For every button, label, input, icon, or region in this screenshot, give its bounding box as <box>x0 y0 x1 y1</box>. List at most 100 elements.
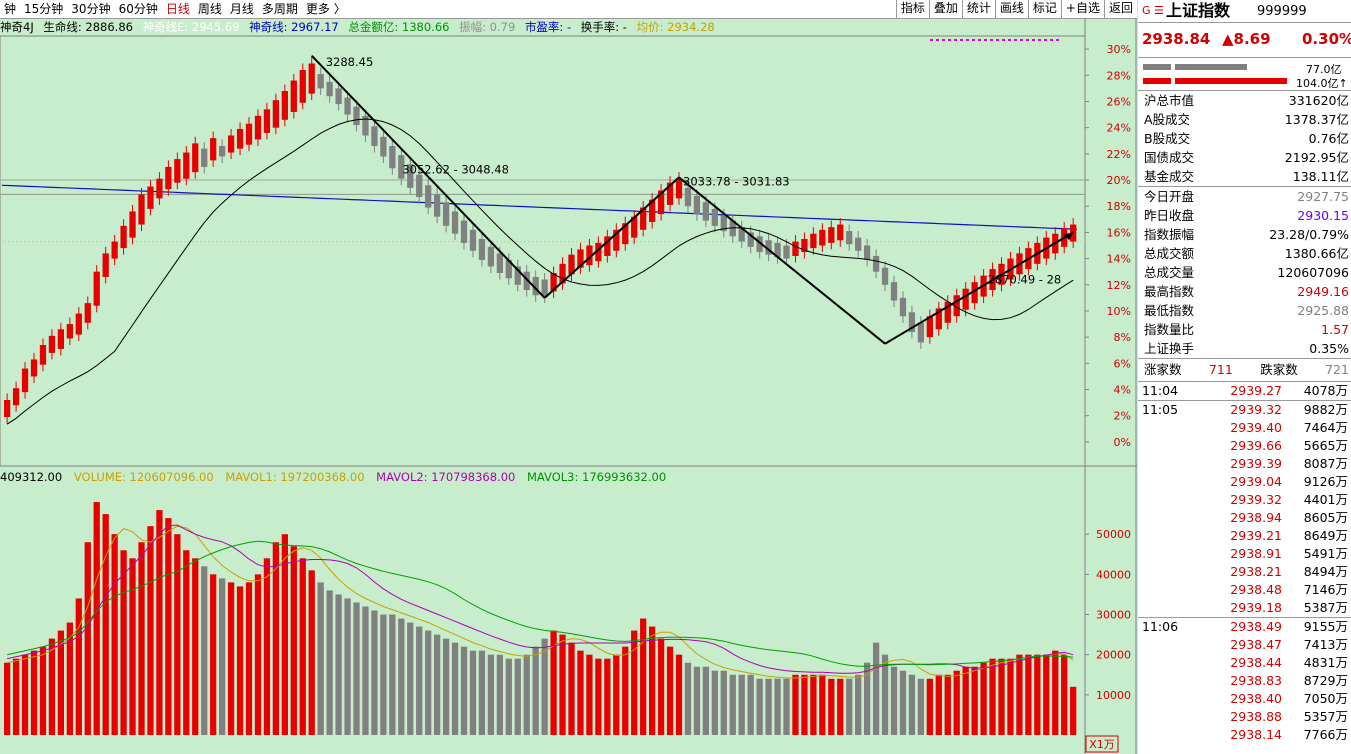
tick-row: 2938.21 8494万 <box>1138 563 1351 581</box>
indicator-name[interactable]: 神奇4J <box>0 20 34 34</box>
tick-volume: 9882万 <box>1303 402 1348 417</box>
stat-label: 总成交量 <box>1144 265 1195 280</box>
tick-volume: 7766万 <box>1303 727 1348 742</box>
candle <box>416 174 423 198</box>
candle <box>595 242 602 262</box>
volume-bar <box>335 594 342 735</box>
amplitude-value: 振幅: 0.79 <box>459 20 516 34</box>
tick-price: 2938.40 <box>1230 691 1282 706</box>
stat-value: 2949.16 <box>1297 284 1349 299</box>
period-tab[interactable]: 钟 <box>4 2 17 16</box>
volume-bar <box>631 630 638 735</box>
volume-bar <box>953 670 960 735</box>
tick-volume: 8729万 <box>1303 673 1348 688</box>
period-tab[interactable]: 月线 <box>229 2 254 16</box>
tool-button[interactable]: 叠加 <box>928 0 962 18</box>
tick-time <box>1138 636 1212 654</box>
price-axis-label: 12% <box>1107 279 1131 292</box>
volume-bar <box>210 574 217 735</box>
stat-label: 沪总市值 <box>1144 93 1195 108</box>
tick-time <box>1138 672 1212 690</box>
period-tab[interactable]: 更多 〉 <box>305 2 346 16</box>
volume-bar <box>380 614 387 735</box>
candle <box>675 178 683 199</box>
tick-time <box>1138 419 1212 437</box>
candle <box>272 100 280 128</box>
volume-bar <box>702 666 710 735</box>
stat-row: 上证换手 0.35% <box>1138 339 1351 358</box>
candle <box>702 202 710 221</box>
tick-time <box>1138 509 1212 527</box>
tick-row: 2939.32 4401万 <box>1138 491 1351 509</box>
tick-row: 2939.66 5665万 <box>1138 437 1351 455</box>
volume-left-value: 409312.00 <box>0 470 63 484</box>
tool-button[interactable]: 画线 <box>994 0 1028 18</box>
tick-list[interactable]: 11:04 2939.27 4078万 11:05 2939.32 9882万 2939.4… <box>1138 382 1351 744</box>
tick-volume: 9155万 <box>1303 619 1348 634</box>
period-tab[interactable]: 周线 <box>197 2 222 16</box>
tool-button[interactable]: 返回 <box>1103 0 1137 18</box>
price-axis-label: 30% <box>1107 43 1131 56</box>
price-pane <box>0 35 1086 467</box>
volume-bar <box>1052 650 1059 735</box>
tool-button[interactable]: 标记 <box>1027 0 1061 18</box>
volume-bar <box>657 638 665 735</box>
candle <box>398 155 405 179</box>
candle <box>881 267 889 285</box>
period-tab[interactable]: 60分钟 <box>118 2 158 16</box>
candle <box>935 308 942 330</box>
period-tab[interactable]: 日线 <box>165 2 190 16</box>
volume-bar <box>523 654 530 735</box>
kline-chart[interactable]: 30% 28% 26% 24% 22% 20% 18% 16% 14% 12% 10% 8% 6% 4% 2… <box>0 0 1137 754</box>
candle <box>156 178 163 199</box>
candle <box>389 145 396 169</box>
candle <box>183 152 190 179</box>
volume-bar <box>792 674 799 735</box>
period-toolbar: 钟 15分钟 30分钟 60分钟 日线 周线 月线 多周期 更多 〉 指标 叠加 统计 画线 标记 +自选… <box>0 0 1137 19</box>
tool-button[interactable]: 统计 <box>961 0 995 18</box>
ma-line <box>6 118 1074 425</box>
tick-time <box>1138 455 1212 473</box>
candle <box>792 241 799 256</box>
period-tab[interactable]: 多周期 <box>261 2 298 16</box>
tick-row: 2939.21 8649万 <box>1138 527 1351 545</box>
candle <box>953 295 960 317</box>
stat-label: 总成交额 <box>1144 246 1195 261</box>
tick-volume: 8605万 <box>1303 510 1348 525</box>
period-tab[interactable]: 15分钟 <box>24 2 64 16</box>
volume-bar <box>514 658 521 735</box>
total-amount-value: 总金额亿: 1380.66 <box>348 20 450 34</box>
tick-time <box>1138 473 1212 491</box>
volume-bar <box>165 518 172 735</box>
avg-price-value: 均价: 2934.28 <box>636 20 715 34</box>
tick-volume: 5387万 <box>1303 600 1348 615</box>
price-annotation: 3288.45 <box>326 55 374 69</box>
tick-row: 2938.48 7146万 <box>1138 581 1351 599</box>
volume-bar <box>774 678 781 735</box>
candle <box>586 245 593 266</box>
menu-icon[interactable]: G ☰ <box>1142 4 1164 17</box>
volume-bar <box>532 646 539 735</box>
candle <box>57 329 65 349</box>
tick-row: 2938.14 7766万 <box>1138 726 1351 744</box>
tick-price: 2939.39 <box>1230 456 1282 471</box>
stat-value: 1380.66亿 <box>1284 246 1349 261</box>
candle <box>75 313 82 335</box>
volume-bar <box>1007 658 1014 735</box>
price-axis-label: 18% <box>1107 200 1131 213</box>
stat-label: 昨日收盘 <box>1144 208 1195 223</box>
volume-bar <box>881 654 889 735</box>
candle <box>917 322 925 343</box>
candle <box>102 253 109 277</box>
tick-price: 2938.94 <box>1230 510 1282 525</box>
quote-header: G ☰ 上证指数 999999 <box>1138 0 1351 23</box>
chart-tools: 指标 叠加 统计 画线 标记 +自选 返回 <box>895 0 1137 18</box>
period-tab[interactable]: 30分钟 <box>71 2 111 16</box>
stat-value: 2930.15 <box>1297 208 1349 223</box>
candle <box>810 233 817 249</box>
tool-button[interactable]: +自选 <box>1060 0 1104 18</box>
candle <box>380 136 387 157</box>
tool-button[interactable]: 指标 <box>895 0 929 18</box>
tick-volume: 5491万 <box>1303 546 1348 561</box>
candle <box>281 90 288 120</box>
